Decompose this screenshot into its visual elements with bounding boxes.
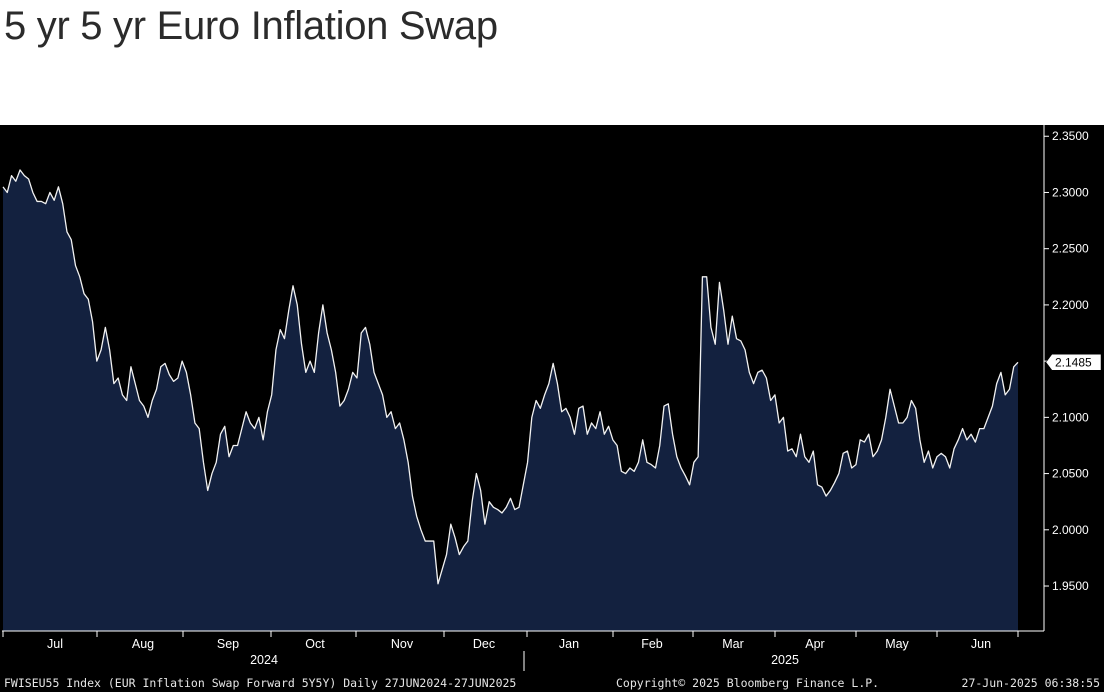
last-value-label: 2.1485 (1055, 355, 1092, 369)
x-month-label: Feb (641, 637, 663, 651)
chart-panel: 2.35002.30002.25002.20002.15002.10002.05… (0, 125, 1104, 692)
y-tick-label: 2.3000 (1052, 185, 1089, 199)
series-line (2, 169, 1019, 585)
y-tick-label: 2.3500 (1052, 129, 1089, 143)
footer-copyright: Copyright© 2025 Bloomberg Finance L.P. (616, 676, 880, 690)
y-tick-label: 2.0500 (1052, 467, 1089, 481)
x-month-label: May (885, 637, 909, 651)
footer-timestamp: 27-Jun-2025 06:38:55 (961, 676, 1100, 690)
x-month-label: Aug (132, 637, 154, 651)
x-month-label: Oct (305, 637, 325, 651)
footer-ticker: FWISEU55 Index (EUR Inflation Swap Forwa… (4, 676, 517, 690)
last-value-marker (1045, 354, 1102, 371)
inflation-swap-chart: 2.35002.30002.25002.20002.15002.10002.05… (2, 125, 1102, 671)
chart-footer: FWISEU55 Index (EUR Inflation Swap Forwa… (0, 674, 1104, 692)
series-area (3, 169, 1018, 632)
x-year-label: 2025 (771, 653, 799, 667)
x-month-label: Dec (473, 637, 495, 651)
x-month-label: Jul (47, 637, 63, 651)
x-month-label: Mar (722, 637, 744, 651)
x-month-label: Jan (559, 637, 579, 651)
x-month-label: Sep (217, 637, 239, 651)
y-tick-label: 2.1000 (1052, 410, 1089, 424)
page-title: 5 yr 5 yr Euro Inflation Swap (4, 4, 498, 48)
x-month-label: Jun (971, 637, 991, 651)
y-tick-label: 2.2000 (1052, 298, 1089, 312)
x-month-label: Nov (391, 637, 414, 651)
x-month-label: Apr (805, 637, 824, 651)
x-year-label: 2024 (250, 653, 278, 667)
y-tick-label: 2.2500 (1052, 242, 1089, 256)
y-tick-label: 2.0000 (1052, 523, 1089, 537)
y-tick-label: 1.9500 (1052, 579, 1089, 593)
